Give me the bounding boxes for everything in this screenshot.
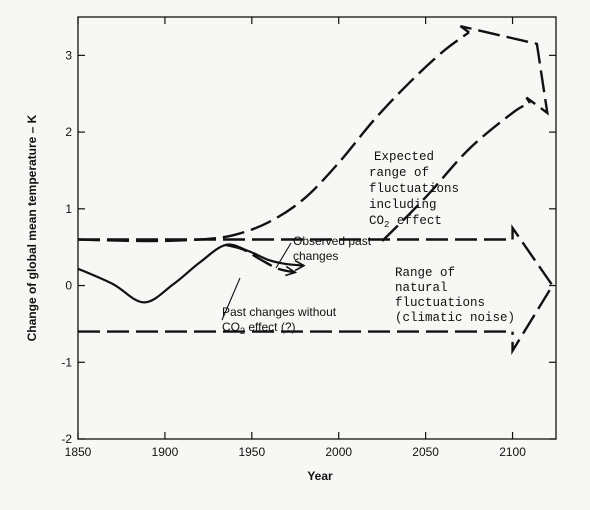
label-natural-line4: (climatic noise) (395, 311, 515, 325)
tick-labels: 1850 1900 1950 2000 2050 2100 -2 -1 0 1 2 3 (61, 48, 526, 459)
y-tick-label: 1 (65, 202, 72, 216)
label-expected-line4: including (369, 198, 437, 212)
arrowhead-expected (459, 25, 549, 116)
observed-pointer (275, 242, 292, 269)
x-tick-label: 2000 (325, 445, 352, 459)
x-tick-label: 2050 (412, 445, 439, 459)
y-axis-title: Change of global mean temperature – K (25, 114, 39, 341)
label-natural-line1: Range of (395, 266, 455, 280)
x-tick-label: 2100 (499, 445, 526, 459)
label-observed-line1: Observed past (293, 234, 372, 248)
series-observed (77, 243, 305, 304)
label-expected-rest: effect (389, 214, 442, 228)
label-natural-line2: natural (395, 281, 448, 295)
series-group (77, 25, 554, 356)
y-tick-label: 0 (65, 279, 72, 293)
label-observed-line2: changes (293, 249, 338, 263)
label-without-sub: 2 (240, 326, 245, 336)
label-without-co: CO (222, 320, 240, 334)
label-expected-co: CO (369, 214, 384, 228)
x-tick-label: 1850 (65, 445, 92, 459)
label-expected-line1: Expected (374, 150, 434, 164)
label-expected-line5: CO2 effect (369, 214, 442, 230)
without-pointer (221, 277, 241, 321)
y-tick-label: -2 (61, 432, 72, 446)
y-tick-label: 3 (65, 48, 72, 62)
plot-frame (77, 16, 557, 440)
y-tick-label: 2 (65, 125, 72, 139)
x-tick-label: 1900 (152, 445, 179, 459)
arrowhead-without-co2 (285, 265, 298, 277)
series-expected-lower (381, 101, 531, 242)
label-natural-line3: fluctuations (395, 296, 485, 310)
axis-ticks (77, 17, 556, 440)
label-without-line2: CO2 effect (?) (222, 320, 295, 336)
x-tick-label: 1950 (238, 445, 265, 459)
series-without-co2 (225, 243, 296, 274)
label-without-line1: Past changes without (222, 305, 337, 319)
label-expected-line3: fluctuations (369, 182, 459, 196)
arrowhead-observed (294, 259, 306, 272)
x-axis-title: Year (307, 469, 333, 483)
label-expected-sub: 2 (384, 220, 389, 230)
arrowhead-natural (511, 224, 554, 356)
label-without-rest: effect (?) (245, 320, 295, 334)
label-expected-line2: range of (369, 166, 429, 180)
y-tick-label: -1 (61, 355, 72, 369)
